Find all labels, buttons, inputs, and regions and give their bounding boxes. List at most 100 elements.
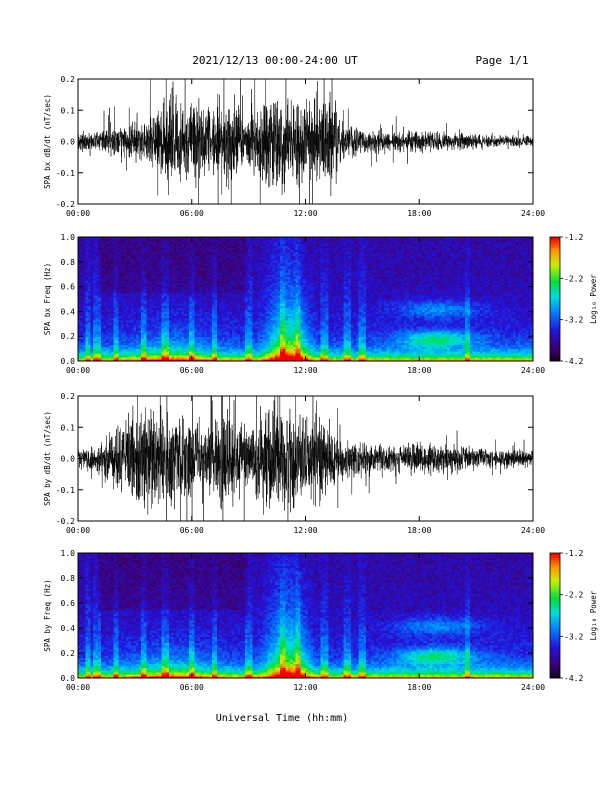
heatmap-cell: [315, 358, 319, 362]
heatmap-cell: [421, 348, 425, 352]
heatmap-cell: [527, 348, 532, 352]
heatmap-cell: [219, 354, 223, 358]
heatmap-cell: [118, 350, 122, 354]
heatmap-cell: [525, 358, 529, 362]
heatmap-cell: [171, 348, 175, 352]
heatmap-cell: [277, 358, 281, 362]
heatmap-cell: [358, 352, 362, 356]
heatmap-cell: [520, 348, 524, 352]
heatmap-cell: [158, 356, 163, 360]
heatmap-cell: [366, 358, 370, 362]
heatmap-cell: [229, 350, 233, 354]
heatmap-cell: [442, 352, 446, 356]
heatmap-cell: [325, 358, 329, 362]
heatmap-cell: [105, 352, 109, 356]
heatmap-cell: [333, 350, 337, 354]
heatmap-cell: [214, 346, 218, 350]
heatmap-cell: [452, 348, 456, 352]
heatmap-cell: [222, 346, 226, 350]
heatmap-cell: [100, 346, 104, 350]
heatmap-cell: [517, 348, 521, 352]
heatmap-cell: [401, 348, 405, 352]
heatmap-cell: [401, 352, 405, 356]
heatmap-cell: [454, 348, 458, 352]
heatmap-cell: [247, 354, 251, 358]
heatmap-cell: [88, 352, 92, 356]
heatmap-cell: [522, 348, 527, 352]
heatmap-cell: [522, 350, 527, 354]
heatmap-cell: [287, 358, 291, 362]
heatmap-cell: [401, 356, 405, 360]
page-number: Page 1/1: [476, 54, 529, 67]
heatmap-cell: [353, 354, 357, 358]
heatmap-cell: [78, 350, 82, 354]
heatmap-cell: [411, 356, 415, 360]
heatmap-cell: [254, 358, 259, 362]
heatmap-cell: [277, 354, 281, 358]
heatmap-cell: [338, 350, 342, 354]
heatmap-cell: [358, 350, 362, 354]
heatmap-cell: [490, 356, 494, 360]
heatmap-cell: [469, 358, 473, 362]
heatmap-cell: [477, 354, 481, 358]
heatmap-cell: [401, 358, 405, 362]
heatmap-cell: [194, 348, 198, 352]
heatmap-cell: [169, 348, 173, 352]
heatmap-cell: [244, 354, 248, 358]
heatmap-cell: [492, 350, 496, 354]
heatmap-cell: [227, 352, 231, 356]
heatmap-cell: [436, 352, 441, 356]
heatmap-cell: [224, 358, 228, 362]
heatmap-cell: [201, 346, 205, 350]
heatmap-cell: [429, 350, 433, 354]
heatmap-cell: [416, 356, 420, 360]
heatmap-cell: [229, 356, 233, 360]
heatmap-cell: [252, 350, 256, 354]
heatmap-cell: [141, 356, 145, 360]
heatmap-cell: [217, 352, 221, 356]
heatmap-cell: [343, 356, 347, 360]
heatmap-cell: [194, 356, 198, 360]
heatmap-cell: [502, 354, 506, 358]
heatmap-cell: [222, 356, 226, 360]
heatmap-cell: [131, 352, 135, 356]
heatmap-cell: [275, 358, 279, 362]
heatmap-cell: [189, 354, 193, 358]
heatmap-cell: [113, 348, 117, 352]
heatmap-cell: [431, 356, 436, 360]
heatmap-cell: [166, 350, 170, 354]
heatmap-cell: [80, 346, 84, 350]
heatmap-cell: [131, 354, 135, 358]
heatmap-cell: [133, 356, 137, 360]
heatmap-cell: [191, 358, 195, 362]
heatmap-cell: [169, 356, 173, 360]
heatmap-cell: [151, 352, 155, 356]
heatmap-cell: [318, 348, 322, 352]
heatmap-cell: [204, 358, 208, 362]
heatmap-cell: [277, 348, 281, 352]
heatmap-cell: [416, 358, 420, 362]
heatmap-cell: [381, 358, 385, 362]
heatmap-cell: [222, 354, 226, 358]
heatmap-cell: [260, 354, 264, 358]
heatmap-cell: [449, 348, 453, 352]
heatmap-cell: [325, 354, 329, 358]
heatmap-cell: [393, 350, 398, 354]
heatmap-cell: [209, 350, 213, 354]
heatmap-cell: [108, 346, 112, 350]
heatmap-cell: [302, 350, 307, 354]
heatmap-cell: [232, 352, 236, 356]
heatmap-cell: [411, 354, 415, 358]
heatmap-cell: [383, 348, 387, 352]
heatmap-cell: [148, 352, 152, 356]
heatmap-cell: [305, 352, 309, 356]
heatmap-cell: [447, 348, 451, 352]
heatmap-cell: [297, 348, 302, 352]
heatmap-cell: [477, 348, 481, 352]
heatmap-cell: [217, 356, 221, 360]
heatmap-cell: [366, 356, 370, 360]
heatmap-cell: [401, 354, 405, 358]
heatmap-cell: [214, 356, 218, 360]
heatmap-cell: [232, 354, 236, 358]
heatmap-cell: [487, 350, 491, 354]
